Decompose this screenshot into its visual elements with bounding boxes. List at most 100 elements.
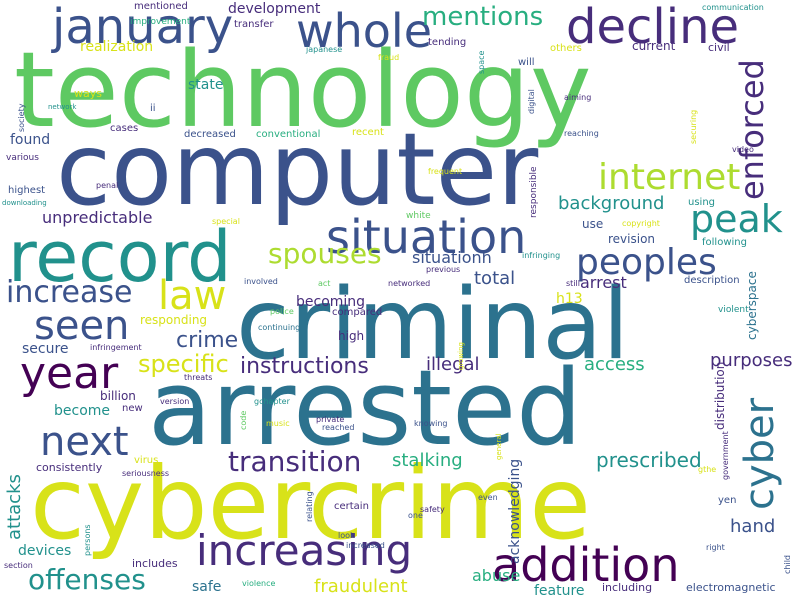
word: conventional	[256, 129, 321, 140]
word: growing	[457, 342, 465, 370]
word: code	[239, 410, 248, 430]
word: whole	[296, 4, 433, 58]
word: safe	[192, 579, 222, 595]
word: situationh	[412, 248, 492, 267]
word: special	[212, 217, 240, 226]
word: look	[338, 531, 355, 540]
word: revision	[608, 232, 656, 246]
word: threats	[184, 373, 213, 382]
word: others	[550, 43, 582, 54]
word: abuse	[472, 566, 521, 585]
word: certain	[334, 501, 369, 512]
word: general	[495, 433, 503, 460]
word: violent	[718, 305, 749, 315]
word: responsible	[529, 166, 539, 218]
word: various	[6, 153, 39, 163]
word: improvement	[130, 17, 191, 27]
word: penal	[96, 181, 119, 190]
word: violence	[242, 579, 276, 588]
word: infringement	[90, 343, 142, 352]
word: next	[40, 419, 129, 465]
word: fraud	[378, 53, 400, 62]
word: seen	[34, 303, 130, 349]
word: cases	[110, 123, 139, 134]
word: ii	[150, 103, 156, 114]
word: still	[566, 279, 580, 288]
word: increasing	[196, 526, 413, 575]
word: arrested	[148, 347, 583, 469]
word: crime	[176, 328, 239, 353]
word: digital	[527, 89, 536, 114]
word: attacks	[4, 474, 25, 540]
word: section	[4, 561, 33, 570]
word: high	[338, 329, 365, 343]
word: ways	[74, 87, 102, 100]
word: computer	[56, 111, 539, 228]
word: description	[684, 275, 740, 286]
word: network	[48, 103, 77, 111]
word: will	[518, 57, 535, 68]
word: act	[318, 279, 331, 288]
word: previous	[426, 265, 461, 274]
word: one	[408, 511, 423, 520]
word: specific	[138, 350, 229, 378]
word: mentioned	[134, 1, 188, 12]
word: society	[17, 103, 26, 132]
word: aiming	[564, 93, 592, 102]
word: electromagnetic	[686, 581, 776, 594]
word: relating	[305, 491, 314, 522]
word: distribution	[713, 361, 727, 430]
word: criminal	[236, 268, 630, 382]
word: virus	[134, 455, 159, 466]
word: instructions	[240, 354, 369, 379]
word: prescribed	[596, 448, 702, 472]
word: technology	[14, 29, 592, 151]
word: realization	[80, 39, 154, 55]
word: reached	[322, 423, 355, 432]
word: frequent	[428, 167, 463, 176]
word: tending	[428, 37, 467, 48]
word: japanese	[306, 45, 343, 54]
word: music	[266, 419, 290, 428]
word: gthe	[698, 465, 717, 474]
word: recent	[352, 127, 384, 138]
word: mentions	[422, 2, 544, 32]
word: gchapter	[254, 397, 290, 406]
word: transfer	[234, 19, 274, 30]
word: hand	[730, 516, 776, 537]
word: highest	[8, 185, 46, 196]
word: arrest	[580, 273, 627, 292]
word: video	[732, 145, 754, 154]
word: using	[688, 197, 716, 208]
word: government	[721, 431, 730, 480]
word: version	[160, 397, 190, 406]
word: including	[602, 581, 653, 594]
word: increased	[346, 541, 385, 550]
word: seriousness	[122, 469, 170, 478]
word: fraudulent	[314, 576, 408, 597]
word: civil	[708, 41, 730, 54]
word: reaching	[564, 129, 599, 138]
word: becoming	[296, 294, 366, 310]
word: record	[8, 216, 232, 298]
word: enforced	[733, 59, 771, 200]
word: continuing	[258, 323, 301, 332]
word: access	[584, 354, 645, 375]
word: devices	[18, 543, 72, 559]
word: secure	[22, 341, 69, 357]
word: peak	[690, 197, 783, 241]
word: knowing	[414, 419, 448, 428]
word: stalking	[392, 450, 463, 471]
word: use	[582, 217, 604, 231]
word: infringing	[522, 251, 561, 260]
word: feature	[534, 583, 585, 599]
word: copyright	[622, 219, 660, 228]
word: decline	[566, 0, 740, 55]
word: networked	[388, 279, 431, 288]
word: h13	[556, 291, 583, 307]
word: acknowledging	[507, 458, 523, 564]
word: yen	[718, 495, 737, 506]
word: increase	[6, 275, 133, 310]
word: decreased	[184, 129, 236, 140]
